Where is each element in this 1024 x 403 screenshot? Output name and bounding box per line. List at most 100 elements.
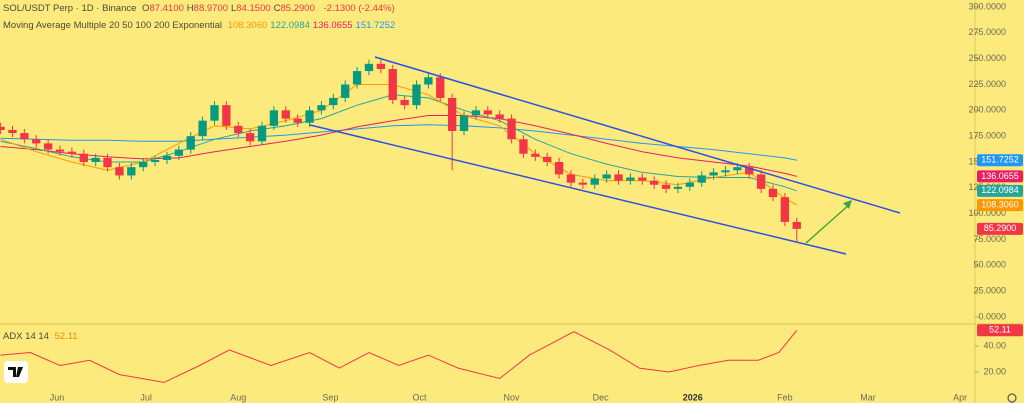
candle-body: [174, 149, 183, 156]
candle-body: [697, 175, 706, 183]
candle-body: [756, 174, 766, 189]
candle-body: [638, 177, 647, 181]
adx-badge-label: 52.11: [989, 325, 1011, 335]
symbol[interactable]: SOL/USDT Perp · 1D · Binance: [3, 3, 137, 14]
y-tick-label: 250.0000: [968, 53, 1006, 63]
candle-body: [780, 197, 790, 222]
ohlc-key: L: [231, 3, 237, 14]
candle-body: [317, 105, 326, 111]
candle-body: [103, 157, 112, 168]
price-badge: [977, 154, 1023, 167]
candle-body: [792, 221, 801, 229]
candle-body: [709, 172, 718, 176]
moving-average: [0, 115, 797, 177]
candle-body: [566, 174, 576, 183]
x-tick-label: Jul: [140, 392, 152, 402]
adx-badge: [977, 324, 1023, 337]
candle-body: [43, 143, 53, 150]
candle-body: [685, 182, 694, 187]
candle-body: [341, 84, 350, 98]
y-tick-label: 175.0000: [968, 131, 1006, 141]
candle-body: [329, 97, 338, 106]
candle-body: [245, 133, 255, 142]
candle-body: [436, 77, 445, 98]
tv-logo-mark: [8, 367, 23, 377]
settings-icon[interactable]: [1007, 393, 1017, 403]
candle-body: [222, 105, 231, 126]
indicator-name[interactable]: Moving Average Multiple 20 50 100 200 Ex…: [3, 20, 223, 31]
y-tick-label: 0.0000: [978, 311, 1006, 321]
candle-body: [127, 167, 136, 176]
candle-body: [115, 167, 124, 176]
y-tick-label: 50.0000: [973, 260, 1006, 270]
price-badge-label: 136.0655: [981, 171, 1019, 181]
candle-body: [768, 188, 778, 198]
ma-values: 108.3060 122.0984 136.0655 151.7252: [228, 20, 399, 31]
price-badge-label: 85.2900: [984, 223, 1017, 233]
candle-body: [507, 118, 516, 140]
x-tick-label: Oct: [412, 392, 427, 402]
moving-average: [0, 124, 797, 161]
price-badge: [977, 170, 1023, 183]
x-tick-label: Nov: [504, 392, 521, 402]
arrow-head: [843, 200, 852, 209]
candle-body: [578, 182, 588, 185]
adx-y-tick-label: 20.00: [983, 366, 1006, 376]
ohlc-value: 87.4100: [149, 3, 184, 14]
price-badge-label: 151.7252: [981, 155, 1019, 165]
candle-body: [281, 110, 290, 119]
candle-body: [590, 178, 599, 185]
adx-title[interactable]: ADX 14 14: [3, 331, 49, 342]
candle-body: [269, 110, 279, 126]
candle-body: [210, 105, 219, 121]
candle-body: [91, 157, 100, 162]
candle-body: [650, 180, 659, 185]
candle-body: [673, 186, 683, 189]
ohlc-value: 85.2900: [280, 3, 315, 14]
candle-body: [257, 125, 267, 142]
y-tick-label: 300.0000: [968, 1, 1006, 11]
candle-body: [531, 153, 540, 157]
x-tick-label: Mar: [860, 392, 876, 402]
x-tick-label: Sep: [322, 392, 338, 402]
candle-body: [471, 110, 481, 116]
ohlc-value: 88.9700: [193, 3, 228, 14]
price-badge-label: 122.0984: [981, 185, 1019, 195]
candle-body: [20, 133, 29, 140]
candle-body: [614, 174, 623, 181]
candle-body: [293, 118, 302, 123]
candle-body: [543, 156, 552, 162]
candle-body: [305, 110, 314, 123]
axes: 0.000025.000050.000075.0000100.0000125.0…: [50, 1, 1023, 402]
candle-body: [364, 63, 374, 72]
x-tick-label: Feb: [777, 392, 793, 402]
indicator-legend: Moving Average Multiple 20 50 100 200 Ex…: [3, 20, 401, 31]
price-badge-label: 108.3060: [981, 199, 1019, 209]
candle-body: [67, 151, 77, 154]
change: -2.1300 (-2.44%): [323, 3, 395, 14]
ma-value: 136.0655: [312, 20, 353, 31]
plot-area: [0, 59, 801, 383]
y-tick-label: 100.0000: [968, 208, 1006, 218]
candle-body: [661, 184, 671, 189]
symbol-legend: SOL/USDT Perp · 1D · Binance O87.4100 H88…: [3, 3, 398, 14]
ohlc-value: 84.1500: [236, 3, 271, 14]
candle-body: [8, 129, 17, 134]
candle-body: [388, 69, 397, 100]
ma-value: 122.0984: [270, 20, 310, 31]
candle-body: [733, 167, 742, 171]
ohlc-key: H: [186, 3, 194, 14]
candle-body: [424, 77, 433, 85]
candle-body: [32, 139, 41, 144]
candle-body: [721, 170, 730, 173]
x-tick-label: 2026: [683, 392, 703, 402]
candle-body: [412, 84, 421, 106]
adx-y-tick-label: 40.00: [983, 340, 1006, 350]
price-badge: [977, 199, 1023, 212]
ohlc-key: C: [273, 3, 281, 14]
candle-body: [447, 97, 457, 131]
moving-average: [0, 94, 797, 192]
x-tick-label: Apr: [953, 392, 967, 402]
